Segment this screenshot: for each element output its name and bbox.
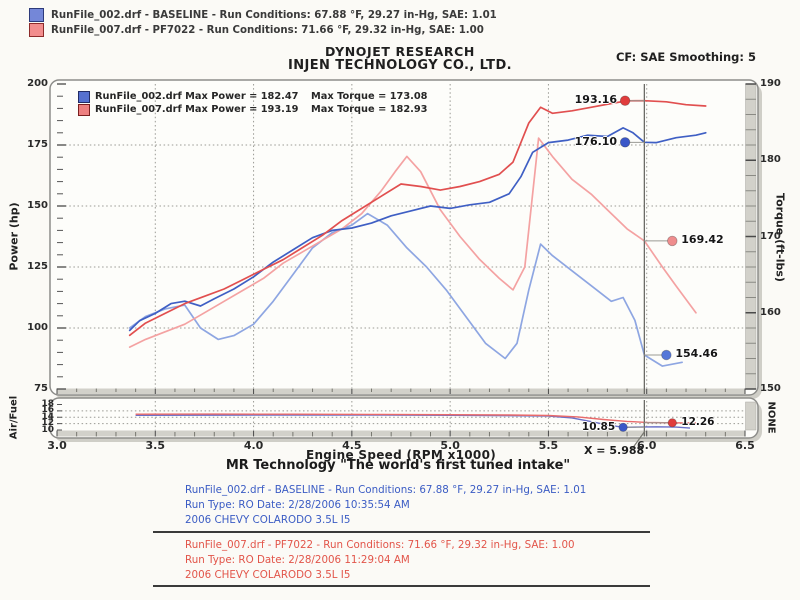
power-tick-label: 75 — [34, 383, 48, 394]
max-legend-row-0: RunFile_002.drf Max Power = 182.47 Max To… — [78, 90, 428, 103]
footer-slogan: MR Technology "The world's first tuned i… — [225, 458, 571, 473]
cursor-pointer-line — [631, 430, 646, 450]
af-plot-frame — [49, 397, 759, 439]
curve-runfile-002-drf-torque — [128, 212, 683, 367]
curve-runfile-007-drf-torque — [128, 137, 697, 348]
rpm-tick-label: 4.0 — [243, 439, 264, 452]
rpm-tick-label: 5.0 — [440, 439, 460, 452]
torque-tick-label: 170 — [760, 230, 781, 242]
rpm-tick-label: 6.5 — [735, 439, 755, 452]
max-torque-label: Max Torque = 173.08 — [311, 91, 428, 102]
af-tick-label: 16 — [41, 405, 54, 416]
value-label-176.10: 176.10 — [574, 134, 618, 148]
max-legend-swatch-icon — [78, 90, 90, 103]
curve-runfile-002-drf-a-f — [135, 414, 691, 429]
axis-ticks — [56, 83, 756, 437]
torque-tick-label: 160 — [760, 306, 781, 318]
legend-row-1: RunFile_007.drf - PF7022 - Run Condition… — [29, 23, 497, 37]
af-tick-label: 18 — [41, 399, 54, 409]
value-label-154.46: 154.46 — [675, 347, 718, 361]
brand-title: DYNOJET RESEARCH — [325, 44, 475, 59]
torque-tick-label: 180 — [760, 154, 781, 166]
curve-runfile-002-drf-power — [128, 127, 707, 332]
divider-rule-1 — [153, 531, 650, 533]
marker-dot-176.10 — [619, 137, 631, 148]
value-label-169.42: 169.42 — [681, 233, 724, 247]
rpm-tick-label: 4.5 — [342, 439, 362, 452]
torque-tick-label: 150 — [760, 383, 781, 394]
main-plot-frame — [49, 79, 759, 396]
divider-rule-2 — [153, 585, 650, 587]
power-tick-label: 100 — [27, 322, 48, 333]
legend-row-0: RunFile_002.drf - BASELINE - Run Conditi… — [29, 8, 497, 22]
run-info-block-0: RunFile_002.drf - BASELINE - Run Conditi… — [185, 484, 586, 529]
max-legend-swatch-icon — [78, 103, 90, 116]
run-info-line: 2006 CHEVY COLARODO 3.5L I5 — [185, 569, 351, 581]
af-tick-label: 10 — [41, 424, 54, 435]
rpm-tick-label: 5.5 — [538, 439, 559, 452]
none-axis-title: NONE — [765, 401, 777, 434]
power-tick-label: 150 — [27, 200, 48, 211]
gridlines — [57, 84, 745, 430]
curve-runfile-007-drf-power — [128, 99, 707, 337]
value-label-12.26: 12.26 — [681, 416, 715, 429]
value-label-193.16: 193.16 — [574, 93, 618, 107]
legend-swatch-icon — [29, 23, 44, 37]
power-tick-label: 175 — [27, 139, 48, 150]
company-title: INJEN TECHNOLOGY CO., LTD. — [288, 58, 512, 73]
rpm-axis-ruler — [57, 430, 745, 437]
marker-dot-169.42 — [667, 235, 678, 247]
airfuel-axis-title: Air/Fuel — [8, 395, 20, 440]
marker-dot-10.85 — [618, 422, 628, 432]
af-tick-label: 12 — [41, 418, 54, 429]
run-info-line: RunFile_007.drf - PF7022 - Run Condition… — [185, 539, 575, 551]
run-info-line: Run Type: RO Date: 2/28/2006 10:35:54 AM — [185, 499, 410, 511]
legend-label: RunFile_002.drf - BASELINE - Run Conditi… — [51, 9, 497, 21]
rpm-tick-label: 3.0 — [47, 439, 67, 452]
max-values-legend: RunFile_002.drf Max Power = 182.47 Max To… — [78, 90, 428, 116]
af-tick-label: 14 — [41, 411, 54, 422]
max-power-label: RunFile_002.drf Max Power = 182.47 — [95, 91, 299, 102]
rpm-tick-label: 6.0 — [636, 439, 657, 452]
marker-dot-12.26 — [667, 418, 677, 428]
legend-swatch-icon — [29, 8, 44, 22]
run-info-line: 2006 CHEVY COLARODO 3.5L I5 — [185, 514, 351, 526]
value-label-10.85: 10.85 — [581, 420, 616, 433]
power-tick-label: 125 — [27, 261, 48, 272]
value-markers — [618, 95, 678, 432]
run-info-line: Run Type: RO Date: 2/28/2006 11:29:04 AM — [185, 554, 410, 566]
main-bottom-ruler — [57, 388, 745, 394]
af-right-ruler — [745, 401, 757, 431]
run-info-block-1: RunFile_007.drf - PF7022 - Run Condition… — [185, 539, 575, 584]
marker-dot-193.16 — [619, 95, 631, 106]
power-axis-title: Power (hp) — [7, 202, 21, 271]
run-legend: RunFile_002.drf - BASELINE - Run Conditi… — [29, 8, 497, 38]
cursor-x-readout[interactable]: X = 5.988 — [584, 444, 645, 457]
power-tick-label: 200 — [27, 78, 48, 89]
x-axis-title: Engine Speed (RPM x1000) — [305, 448, 497, 462]
torque-tick-label: 190 — [760, 78, 781, 89]
dyno-curves — [128, 99, 707, 429]
max-power-label: RunFile_007.drf Max Power = 193.19 — [95, 104, 299, 115]
max-torque-label: Max Torque = 182.93 — [311, 104, 428, 115]
rpm-tick-label: 3.5 — [145, 439, 166, 452]
run-info-line: RunFile_002.drf - BASELINE - Run Conditi… — [185, 484, 587, 496]
marker-dot-154.46 — [661, 349, 672, 361]
max-legend-row-1: RunFile_007.drf Max Power = 193.19 Max To… — [78, 103, 428, 116]
legend-label: RunFile_007.drf - PF7022 - Run Condition… — [51, 24, 484, 36]
cf-smoothing-label: CF: SAE Smoothing: 5 — [615, 50, 756, 64]
